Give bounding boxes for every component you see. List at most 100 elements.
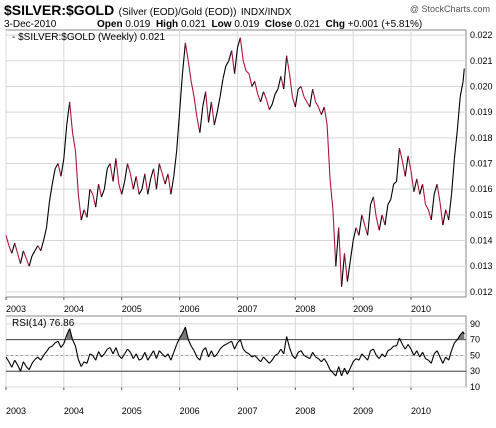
price-line-segment xyxy=(138,188,143,195)
price-line-segment xyxy=(346,260,351,282)
rsi-line-segment xyxy=(19,361,24,372)
rsi-line-segment xyxy=(187,339,192,347)
price-line-segment xyxy=(300,86,305,97)
rsi-line-segment xyxy=(274,353,279,356)
rsi-line-segment xyxy=(335,366,340,377)
price-line-segment xyxy=(69,101,74,133)
price-line-segment xyxy=(358,214,363,236)
price-line-segment xyxy=(187,60,192,82)
price-line-segment xyxy=(378,214,383,231)
exchange-label: INDX/INDX xyxy=(240,7,292,18)
rsi-line-segment xyxy=(40,355,45,361)
price-line-segment xyxy=(216,96,221,113)
price-line-segment xyxy=(132,176,137,190)
open-label: Open xyxy=(97,19,123,30)
price-y-tick-label: 0.022 xyxy=(470,30,493,40)
price-line-segment xyxy=(277,76,282,90)
price-line-segment xyxy=(210,101,215,126)
price-line-segment xyxy=(40,240,45,251)
rsi-line-segment xyxy=(22,361,27,367)
rsi-line-segment xyxy=(294,352,299,359)
rsi-line-segment xyxy=(25,366,30,371)
price-line-segment xyxy=(291,96,296,108)
price-line-segment xyxy=(8,245,13,254)
rsi-line-segment xyxy=(138,358,143,361)
rsi-line-segment xyxy=(323,358,328,364)
price-line-segment xyxy=(17,253,21,264)
rsi-line-segment xyxy=(312,352,317,358)
rsi-line-segment xyxy=(98,351,102,358)
rsi-line-segment xyxy=(103,348,108,355)
rsi-line-segment xyxy=(109,347,114,355)
rsi-line-segment xyxy=(242,348,247,353)
rsi-line-segment xyxy=(454,339,458,344)
price-line-segment xyxy=(329,178,334,210)
rsi-line-segment xyxy=(89,353,94,356)
rsi-line-segment xyxy=(442,356,447,364)
rsi-line-segment xyxy=(127,348,131,353)
rsi-line-segment xyxy=(430,353,435,364)
rsi-y-tick-label: 50 xyxy=(470,350,480,360)
rsi-line-segment xyxy=(158,350,163,355)
rsi-line-segment xyxy=(286,336,291,348)
price-line-segment xyxy=(236,37,241,49)
rsi-line-segment xyxy=(155,350,160,359)
rsi-line-segment xyxy=(14,359,19,366)
rsi-line-segment xyxy=(234,342,238,350)
rsi-line-segment xyxy=(31,359,36,364)
rsi-line-segment xyxy=(66,328,71,336)
rsi-line-segment xyxy=(37,356,42,361)
rsi-line-segment xyxy=(378,353,383,359)
rsi-line-segment xyxy=(72,339,76,347)
price-line-segment xyxy=(254,81,259,95)
price-line-segment xyxy=(364,224,369,236)
rsi-line-segment xyxy=(396,337,400,347)
price-y-tick-label: 0.012 xyxy=(470,287,493,297)
price-line-segment xyxy=(77,194,82,221)
price-line-segment xyxy=(274,88,279,95)
rsi-line-segment xyxy=(436,350,441,358)
rsi-line-segment xyxy=(63,334,68,344)
price-line-segment xyxy=(231,50,236,74)
rsi-line-segment xyxy=(280,348,285,355)
price-line-segment xyxy=(100,188,105,198)
rsi-line-segment xyxy=(164,353,169,358)
rsi-x-tick-label: 2006 xyxy=(180,406,200,416)
price-line-segment xyxy=(239,37,244,61)
price-line-segment xyxy=(323,106,328,126)
rsi-line-segment xyxy=(193,350,198,358)
price-line-segment xyxy=(43,227,48,241)
rsi-line-segment xyxy=(57,341,62,348)
price-line-segment xyxy=(294,88,299,108)
price-line-segment xyxy=(150,168,155,180)
rsi-line-segment xyxy=(427,359,432,364)
rsi-line-segment xyxy=(410,348,415,356)
rsi-line-segment xyxy=(387,348,392,352)
chart-title: $SILVER:$GOLD (Silver (EOD)/Gold (EOD)) … xyxy=(4,2,291,20)
rsi-line-segment xyxy=(239,339,244,350)
price-line-segment xyxy=(450,158,455,195)
rsi-line-segment xyxy=(419,352,424,358)
rsi-line-segment xyxy=(459,331,464,336)
price-line-segment xyxy=(335,227,340,267)
price-line-segment xyxy=(448,194,453,221)
high-value: 0.021 xyxy=(180,19,206,30)
price-line-segment xyxy=(161,173,166,185)
price-line-segment xyxy=(349,240,354,262)
price-line-segment xyxy=(115,158,120,185)
price-line-segment xyxy=(280,76,285,90)
rsi-line-segment xyxy=(265,359,270,364)
rsi-line-segment xyxy=(372,348,377,356)
symbol-description: (Silver (EOD)/Gold (EOD)) xyxy=(118,7,237,18)
rsi-line-segment xyxy=(115,347,120,356)
price-line-segment xyxy=(370,196,374,205)
price-line-segment xyxy=(31,250,36,257)
close-label: Close xyxy=(264,19,293,30)
price-line-segment xyxy=(89,188,94,195)
rsi-line-segment xyxy=(254,355,259,359)
low-value: 0.019 xyxy=(234,19,260,30)
price-line-segment xyxy=(213,112,218,126)
rsi-line-segment xyxy=(222,343,227,347)
price-line-segment xyxy=(401,160,406,177)
